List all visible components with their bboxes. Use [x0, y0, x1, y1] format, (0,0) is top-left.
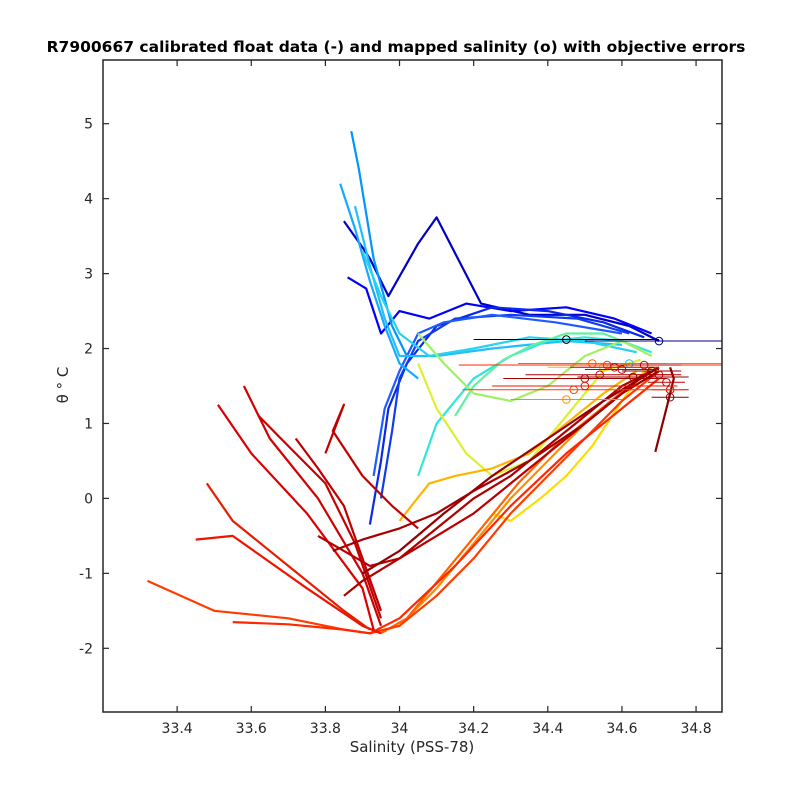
- y-tick-label: 1: [84, 416, 93, 432]
- profile-line-2: [347, 276, 653, 335]
- y-tick-label: -1: [79, 566, 93, 582]
- mapped-salinity-point-18: [510, 395, 622, 404]
- plot-area: [147, 130, 722, 635]
- mapped-salinity-marker: [628, 372, 638, 382]
- x-tick-label: 34.6: [606, 721, 637, 737]
- profile-line-25: [324, 403, 419, 530]
- mapped-salinity-marker: [617, 365, 627, 374]
- mapped-salinity-point-8: [584, 365, 659, 374]
- mapped-salinity-marker: [639, 360, 649, 370]
- mapped-salinity-point-2: [584, 336, 722, 346]
- profile-line-24: [257, 415, 383, 619]
- mapped-salinity-marker: [654, 336, 664, 346]
- y-tick-label: 2: [84, 342, 93, 358]
- profile-line-22: [216, 404, 375, 630]
- mapped-salinity-marker: [562, 395, 571, 404]
- x-tick-label: 33.4: [162, 721, 193, 737]
- x-tick-label: 34.8: [680, 721, 711, 737]
- profile-line-7: [339, 183, 419, 380]
- y-tick-label: -2: [79, 641, 93, 657]
- profile-line-17: [380, 366, 660, 635]
- profile-line-19: [232, 377, 660, 635]
- profile-line-16: [369, 366, 653, 635]
- mapped-salinity-point-11: [577, 372, 689, 382]
- profile-line-9: [361, 250, 637, 358]
- x-tick-label: 34.2: [458, 721, 489, 737]
- profile-line-11: [454, 332, 641, 417]
- profile-line-6: [350, 130, 408, 357]
- profile-line-21: [205, 482, 371, 631]
- profile-line-5: [372, 313, 623, 477]
- mapped-salinity-point-17: [462, 385, 685, 395]
- chart-title: R7900667 calibrated float data (-) and m…: [47, 38, 746, 56]
- mapped-salinity-point-14: [647, 377, 685, 387]
- y-tick-label: 3: [84, 267, 93, 283]
- mapped-salinity-point-1: [473, 335, 659, 344]
- y-tick-label: 5: [84, 117, 93, 133]
- mapped-salinity-marker: [562, 335, 571, 344]
- y-tick-label: 0: [84, 491, 93, 507]
- x-tick-label: 34: [391, 721, 409, 737]
- mapped-salinity-point-16: [651, 392, 689, 402]
- x-tick-label: 34.4: [532, 721, 563, 737]
- mapped-salinity-point-19: [492, 381, 678, 391]
- profile-line-15: [398, 370, 638, 522]
- axes-box: [102, 59, 723, 713]
- profile-line-4: [379, 313, 630, 499]
- mapped-salinity-marker: [665, 392, 675, 402]
- profile-line-26: [294, 437, 383, 612]
- profile-line-23: [242, 385, 383, 627]
- profile-line-12: [417, 332, 653, 403]
- y-axis-label: θ ° C: [54, 367, 72, 404]
- mapped-salinity-marker: [580, 381, 590, 391]
- x-axis-label: Salinity (PSS-78): [350, 738, 475, 756]
- y-tick-label: 4: [84, 192, 93, 208]
- profile-line-30: [361, 366, 660, 575]
- mapped-salinity-point-13: [636, 370, 682, 380]
- x-tick-label: 33.6: [236, 721, 267, 737]
- mapped-salinity-point-20: [607, 360, 682, 370]
- x-tick-label: 33.8: [310, 721, 341, 737]
- mapped-salinity-marker: [654, 370, 664, 380]
